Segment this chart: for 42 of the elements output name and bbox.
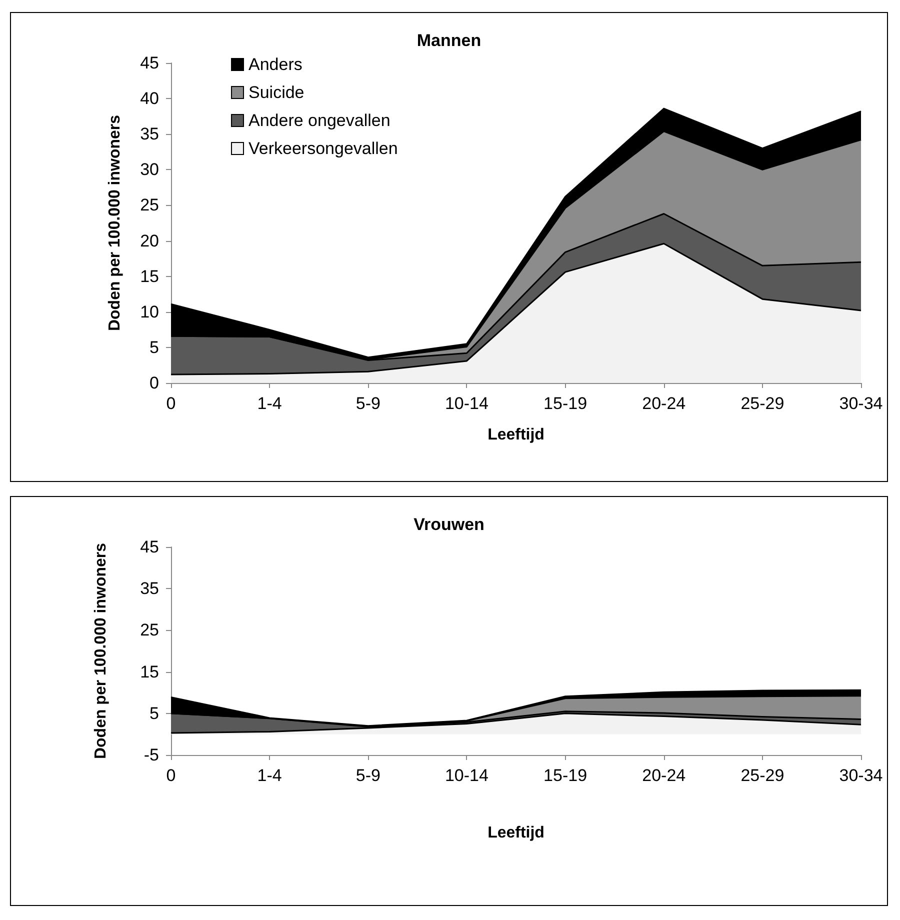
x-tick-label: 15-19	[544, 766, 588, 785]
x-tick-label: 30-34	[839, 766, 883, 785]
x-tick-label: 20-24	[642, 766, 686, 785]
y-tick-label: 25	[140, 196, 159, 215]
y-tick-label: 15	[140, 662, 159, 682]
y-tick-label: 30	[140, 160, 159, 180]
y-tick-label: 0	[150, 374, 159, 392]
legend-label: Anders	[248, 55, 302, 74]
y-tick-label: 10	[140, 302, 159, 322]
x-tick-label: 10-14	[444, 766, 488, 785]
y-tick-label: 20	[140, 231, 159, 250]
y-axis-title: Doden per 100.000 inwoners	[106, 114, 124, 332]
x-tick-label: 0	[166, 394, 176, 413]
legend-label: Verkeersongevallen	[248, 139, 398, 158]
y-tick-label: 5	[150, 338, 159, 357]
x-axis-title: Leeftijd	[488, 426, 544, 444]
y-tick-label: 25	[140, 620, 159, 640]
x-tick-label: 1-4	[257, 394, 282, 413]
y-tick-label: 45	[140, 54, 159, 72]
y-tick-label: 5	[150, 704, 159, 723]
x-axis-title: Leeftijd	[488, 824, 544, 842]
x-tick-label: 15-19	[544, 394, 588, 413]
y-tick-label: 35	[140, 579, 159, 598]
y-axis-title: Doden per 100.000 inwoners	[92, 542, 110, 760]
y-tick-label: 40	[140, 89, 159, 108]
x-tick-label: 10-14	[444, 394, 488, 413]
legend-label: Suicide	[248, 83, 304, 102]
x-tick-label: 20-24	[642, 394, 686, 413]
x-tick-label: 5-9	[356, 394, 380, 413]
x-tick-label: 30-34	[839, 394, 883, 413]
chart-title: Mannen	[416, 31, 482, 50]
y-tick-label: 45	[140, 538, 159, 556]
x-tick-label: 0	[166, 766, 176, 785]
x-tick-label: 5-9	[356, 766, 380, 785]
y-tick-label: 35	[140, 124, 159, 144]
x-tick-label: 25-29	[740, 766, 784, 785]
y-tick-label: 15	[140, 266, 159, 286]
chart-title: Vrouwen	[414, 515, 484, 534]
y-tick-label: -5	[144, 746, 159, 764]
x-tick-label: 1-4	[257, 766, 282, 785]
legend-label: Andere ongevallen	[248, 111, 390, 130]
x-tick-label: 25-29	[740, 394, 784, 413]
